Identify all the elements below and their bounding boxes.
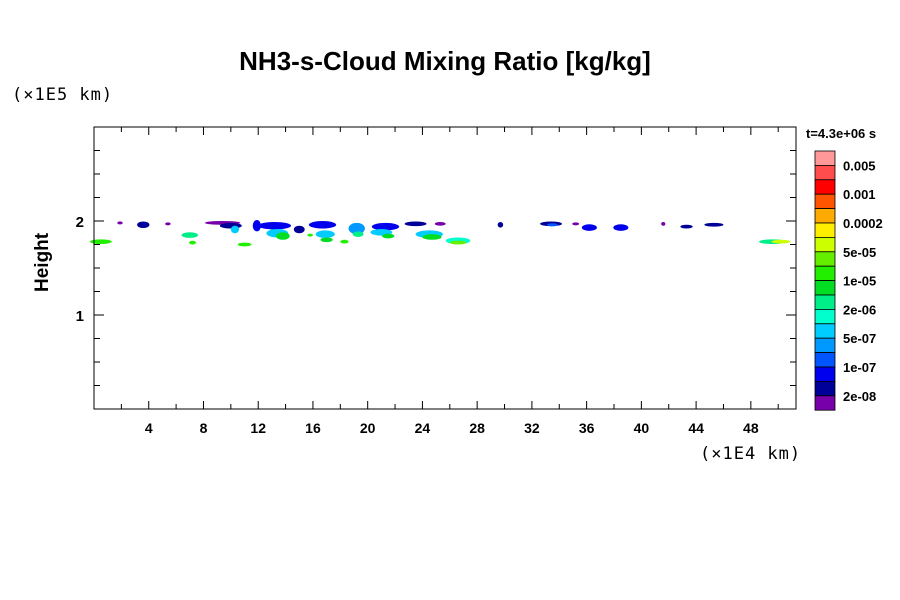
x-tick-label: 24 [415,420,431,436]
colorbar-swatch [814,323,836,339]
colorbar-swatch [814,164,836,181]
colorbar-swatch [814,193,836,209]
cloud-region [189,240,196,245]
cloud-region [422,234,442,240]
y-tick-label: 1 [76,308,84,325]
plot-frame [93,126,797,410]
colorbar-label: 5e-07 [843,331,876,346]
cloud-region [258,221,292,230]
colorbar-swatch [814,208,836,224]
x-tick-label: 36 [579,420,595,436]
cloud-region [680,224,693,229]
cloud-region [434,221,446,226]
colorbar-label: 0.005 [843,158,876,173]
cloud-region [252,220,261,232]
y-axis-unit: (×1E5 km) [12,85,114,105]
x-tick-label: 4 [145,420,153,436]
cloud-region [230,225,240,234]
cloud-region [704,222,724,227]
cloud-region [613,224,629,231]
cloud-region [497,221,504,228]
cloud-region [352,231,364,237]
colorbar-swatch [814,236,836,253]
cloud-region [340,239,349,244]
cloud-region [293,225,305,234]
colorbar-swatch [814,251,836,267]
colorbar-swatch [814,308,836,325]
colorbar-label: 5e-05 [843,245,876,260]
colorbar-swatch [814,265,836,282]
cloud-region [320,237,333,243]
cloud-region [661,221,666,226]
chart-title: NH3-s-Cloud Mixing Ratio [kg/kg] [239,46,651,76]
x-tick-label: 20 [360,420,376,436]
cloud-region [404,221,427,227]
x-axis-unit: (×1E4 km) [700,444,802,464]
cloud-region [315,230,335,238]
x-tick-label: 40 [634,420,650,436]
cloud-region [382,233,395,239]
cloud-region [308,221,337,229]
cloud-region [371,222,400,231]
colorbar-swatch [814,222,836,238]
colorbar-label: 1e-05 [843,274,876,289]
colorbar-swatch [814,395,836,411]
cloud-region [137,221,150,229]
y-tick-label: 2 [76,214,84,231]
cloud-region [348,222,365,235]
cloud-region [449,240,467,245]
x-tick-label: 32 [524,420,540,436]
x-tick-label: 12 [250,420,266,436]
x-tick-label: 44 [688,420,704,436]
cloud-region [771,239,791,244]
cloud-region [117,221,123,225]
cloud-region [572,222,580,226]
x-tick-label: 16 [305,420,321,436]
x-tick-label: 48 [743,420,759,436]
time-label: t=4.3e+06 s [806,126,877,141]
colorbar-swatch [814,280,836,296]
colorbar-label: 2e-06 [843,302,876,317]
cloud-region [307,233,313,237]
cloud-region [165,222,171,226]
colorbar-swatch [814,150,836,166]
colorbar-swatch [814,352,836,368]
cloud-region [581,224,597,231]
x-tick-label: 8 [200,420,208,436]
colorbar-label: 0.0002 [843,216,883,231]
cloud-region [237,242,252,247]
cloud-region [89,239,112,245]
colorbar-swatch [814,380,836,397]
colorbar-label: 1e-07 [843,360,876,375]
colorbar-swatch [814,179,836,195]
colorbar-label: 2e-08 [843,389,876,404]
cloud-regions [89,220,791,247]
colorbar-swatch [814,366,836,382]
cloud-region [181,232,198,238]
colorbar-swatch [814,337,836,354]
x-tick-label: 28 [469,420,485,436]
cloud-region [546,223,558,227]
colorbar-swatch [814,294,836,310]
colorbar-label: 0.001 [843,187,876,202]
colorbar: 0.005 0.001 0.0002 5e-05 1e-05 2e-06 5e-07 1e-0… [814,150,883,411]
cloud-region [276,232,290,240]
